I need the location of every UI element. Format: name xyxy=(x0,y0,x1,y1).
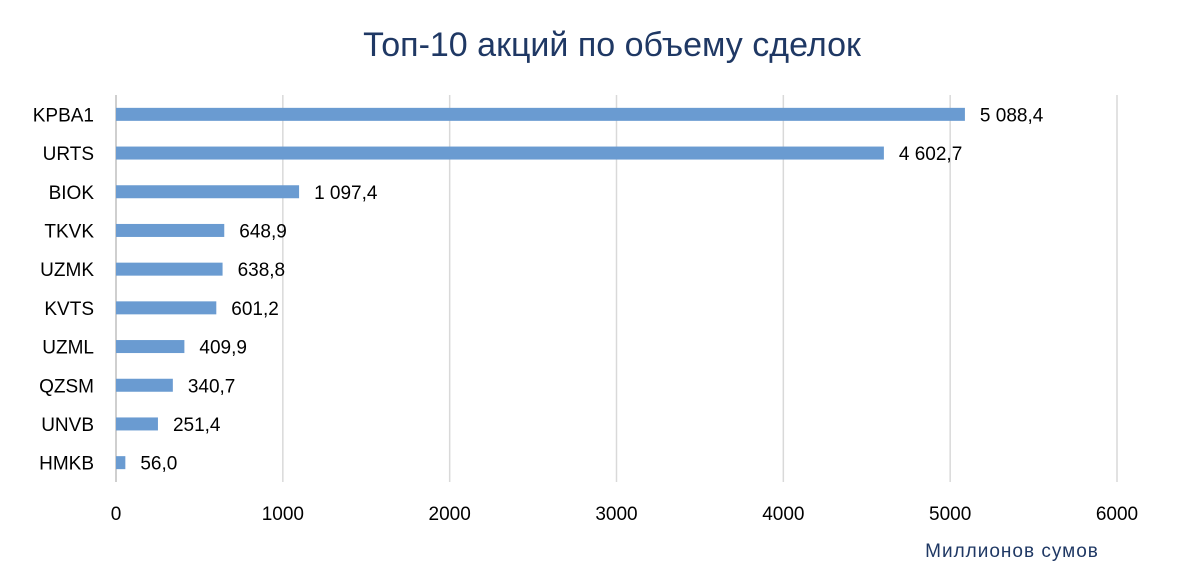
category-label: UZMK xyxy=(40,260,94,281)
bar xyxy=(116,185,300,199)
bar xyxy=(116,146,884,160)
value-label: 340,7 xyxy=(188,376,236,397)
bar xyxy=(116,417,158,431)
value-label: 648,9 xyxy=(239,221,287,242)
value-label: 4 602,7 xyxy=(899,144,962,165)
value-labels: 5 088,4 4 602,7 1 097,4 648,9 638,8 601,2 409,… xyxy=(140,105,1043,474)
bar xyxy=(116,107,965,121)
bar xyxy=(116,301,217,315)
value-label: 638,8 xyxy=(238,260,286,281)
x-tick-label: 4000 xyxy=(762,504,804,525)
value-label: 409,9 xyxy=(199,338,247,359)
chart-title: Топ-10 акций по объему сделок xyxy=(363,26,862,64)
value-label: 601,2 xyxy=(231,299,279,320)
category-label: QZSM xyxy=(39,376,94,397)
x-axis-label: Миллионов сумов xyxy=(925,541,1099,562)
category-label: UZML xyxy=(42,338,94,359)
bar xyxy=(116,262,223,276)
bar xyxy=(116,340,185,354)
value-label: 251,4 xyxy=(173,415,221,436)
bars xyxy=(116,107,965,470)
category-label: TKVK xyxy=(44,221,94,242)
x-tick-label: 3000 xyxy=(595,504,637,525)
category-label: KVTS xyxy=(44,299,94,320)
x-tick-label: 6000 xyxy=(1096,504,1138,525)
x-tick-labels: 0 1000 2000 3000 4000 5000 6000 xyxy=(111,504,1138,525)
category-label: URTS xyxy=(43,144,94,165)
category-label: KPBA1 xyxy=(33,105,94,126)
bar xyxy=(116,456,126,470)
x-tick-label: 0 xyxy=(111,504,122,525)
value-label: 56,0 xyxy=(140,454,177,475)
value-label: 1 097,4 xyxy=(314,183,378,204)
bar xyxy=(116,223,225,237)
x-tick-label: 2000 xyxy=(429,504,471,525)
bar xyxy=(116,378,173,392)
category-label: HMKB xyxy=(39,454,94,475)
x-tick-label: 1000 xyxy=(262,504,304,525)
category-label: UNVB xyxy=(41,415,94,436)
category-label: BIOK xyxy=(49,183,95,204)
category-labels: KPBA1 URTS BIOK TKVK UZMK KVTS UZML QZSM UNVB HMK… xyxy=(33,105,95,474)
value-label: 5 088,4 xyxy=(980,105,1044,126)
x-tick-label: 5000 xyxy=(929,504,971,525)
